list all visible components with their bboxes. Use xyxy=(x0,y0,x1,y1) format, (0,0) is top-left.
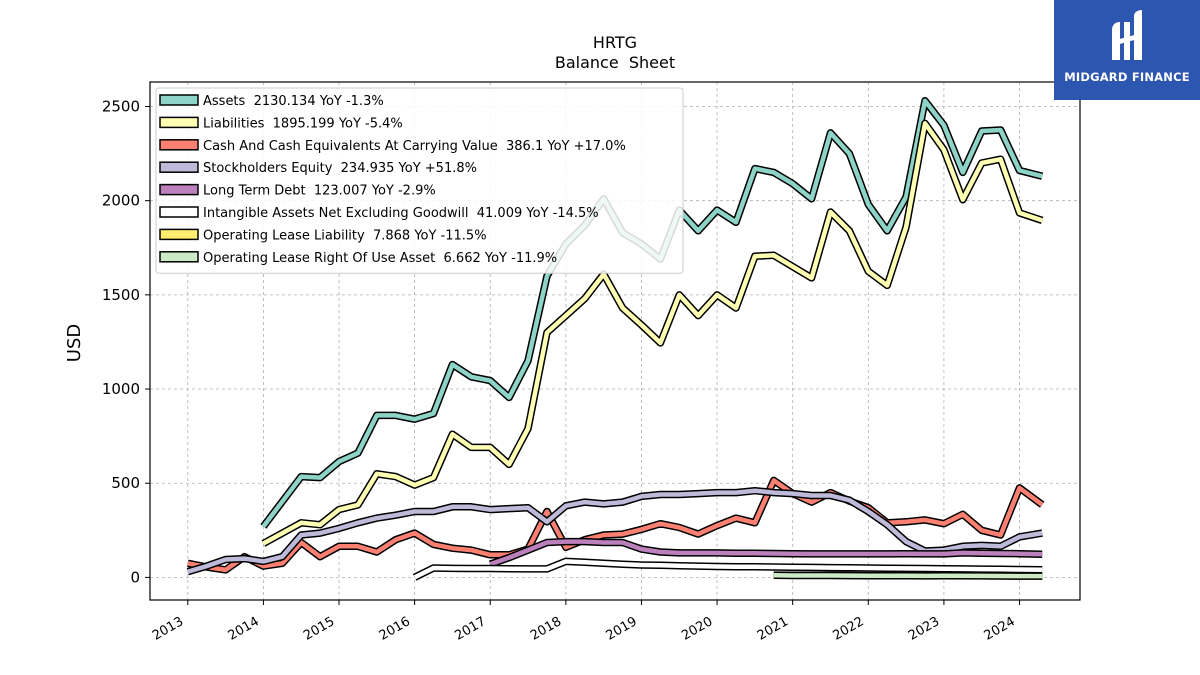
series-line-operating-lease-right-of-use-asset xyxy=(773,573,1043,579)
y-tick-label: 2000 xyxy=(102,192,140,210)
y-tick-label: 1500 xyxy=(102,286,140,304)
y-tick-label: 1000 xyxy=(102,380,140,398)
legend-entry-label: Liabilities 1895.199 YoY -5.4% xyxy=(203,116,403,131)
legend-entry-label: Assets 2130.134 YoY -1.3% xyxy=(203,94,384,109)
legend: Assets 2130.134 YoY -1.3% Liabilities 189… xyxy=(155,87,684,274)
x-tick-label: 2014 xyxy=(226,614,262,644)
legend-entry-label: Operating Lease Liability 7.868 YoY -11.… xyxy=(203,228,487,243)
legend-swatch xyxy=(159,116,199,129)
x-tick-label: 2016 xyxy=(377,614,413,644)
series-line-liabilities xyxy=(262,121,1043,546)
legend-swatch xyxy=(159,251,199,263)
series-line-intangible-assets-net-excluding-goodwill xyxy=(413,559,1043,580)
brand-logo: MIDGARD FINANCE xyxy=(1054,0,1200,100)
y-tick-label: 2500 xyxy=(102,97,140,115)
x-tick-label: 2023 xyxy=(906,614,942,644)
legend-swatch xyxy=(159,161,199,173)
series-line-cash-and-cash-equivalents-at-carrying-value xyxy=(187,478,1044,573)
legend-swatch xyxy=(159,228,199,241)
chart-subtitle: Balance Sheet xyxy=(555,53,675,72)
y-tick-label: 0 xyxy=(130,568,140,586)
legend-entry-label: Cash And Cash Equivalents At Carrying Va… xyxy=(203,139,626,154)
plot-frame xyxy=(149,81,1081,601)
series-line-long-term-debt xyxy=(489,539,1043,567)
y-axis-label: USD xyxy=(64,324,85,362)
x-tick-label: 2013 xyxy=(150,614,186,644)
legend-entry-label: Stockholders Equity 234.935 YoY +51.8% xyxy=(203,161,477,176)
legend-entry-label: Operating Lease Right Of Use Asset 6.662… xyxy=(203,251,557,266)
x-tick-label: 2021 xyxy=(755,614,791,644)
legend-swatch xyxy=(159,94,199,106)
legend-entry-label: Intangible Assets Net Excluding Goodwill… xyxy=(203,206,599,221)
legend-swatch xyxy=(159,139,199,151)
legend-box xyxy=(155,87,684,274)
legend-entry-label: Long Term Debt 123.007 YoY -2.9% xyxy=(203,184,436,199)
brand-name: MIDGARD FINANCE xyxy=(1064,70,1190,84)
x-tick-label: 2019 xyxy=(604,614,640,644)
legend-swatch xyxy=(159,183,199,196)
x-tick-label: 2015 xyxy=(301,614,337,644)
legend-swatch xyxy=(159,206,199,218)
chart-title: HRTG xyxy=(593,33,637,52)
x-tick-label: 2022 xyxy=(830,614,866,644)
x-tick-label: 2017 xyxy=(452,614,488,644)
x-tick-label: 2018 xyxy=(528,614,564,644)
x-tick-label: 2024 xyxy=(982,614,1018,644)
y-tick-label: 500 xyxy=(111,474,140,492)
series-line-stockholders-equity xyxy=(187,488,1043,574)
x-tick-label: 2020 xyxy=(679,614,715,644)
brand-mark-icon xyxy=(1112,10,1142,60)
